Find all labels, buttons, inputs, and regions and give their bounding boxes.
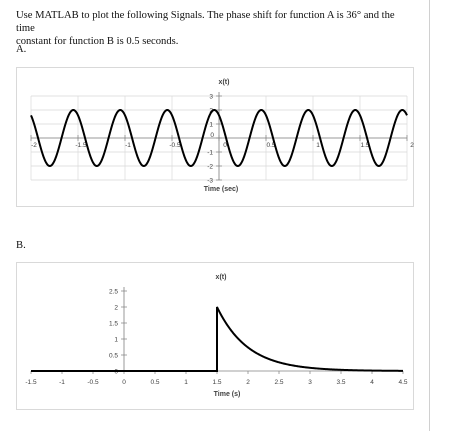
x-tick-label: 3: [308, 379, 312, 386]
x-tick-label: -1: [125, 142, 131, 149]
x-tick-label: -1.5: [75, 142, 87, 149]
problem-line-1: Use MATLAB to plot the following Signals…: [16, 10, 395, 34]
chart-b: x(t) -1.5 -1 -0.5 0 0.5 1 1.5 2 2.5 3 3.5 4 4.5 0 0.5 1 1…: [16, 262, 414, 410]
y-tick-label: 2: [114, 305, 118, 312]
chart-title: x(t): [216, 274, 227, 281]
x-tick-label: 1: [316, 142, 320, 149]
section-b-label: B.: [16, 240, 26, 251]
y-tick-label: 1: [209, 122, 213, 129]
x-tick-label: 1.5: [360, 142, 369, 149]
signal-b-line: [31, 306, 403, 372]
x-tick-label: -1: [59, 379, 65, 386]
x-tick-label: 2.5: [274, 379, 283, 386]
x-tick-label: 1: [184, 379, 188, 386]
page-border: [429, 0, 430, 431]
problem-line-2: constant for function B is 0.5 seconds.: [16, 36, 179, 47]
y-tick-label: 1.5: [109, 321, 118, 328]
x-axis-title: Time (sec): [204, 186, 239, 193]
chart-title: x(t): [219, 79, 230, 86]
x-tick-label: 3.5: [336, 379, 345, 386]
y-tick-label: 2.5: [109, 289, 118, 296]
x-tick-label: 4.5: [398, 379, 407, 386]
y-tick-label: -1: [207, 150, 213, 157]
y-tick-label: -3: [207, 178, 213, 185]
x-tick-label: 0.5: [266, 142, 275, 149]
x-tick-label: -0.5: [87, 379, 99, 386]
y-tick-label: 0.5: [109, 353, 118, 360]
x-tick-label: 0.5: [150, 379, 159, 386]
y-tick-label: -2: [207, 164, 213, 171]
section-a-label: A.: [16, 44, 27, 55]
signal-a-line: [30, 109, 408, 168]
x-tick-label: 2: [246, 379, 250, 386]
x-tick-label: 0: [223, 142, 227, 149]
problem-statement: Use MATLAB to plot the following Signals…: [16, 9, 416, 48]
x-axis-title: Time (s): [214, 391, 241, 398]
x-tick-label: -2: [31, 142, 37, 149]
y-tick-label: 0: [210, 132, 214, 139]
x-tick-label: 0: [122, 379, 126, 386]
chart-a-svg: x(t)-2 -1.5 -1 -0.5 0 0.5 1 1.5 2-3-2-10123Time …: [30, 79, 414, 193]
x-tick-label: 4: [370, 379, 374, 386]
chart-b-svg: x(t)-1.5 -1 -0.5 0 0.5 1 1.5 2 2.5 3 3.5 4 4.500.511…: [25, 274, 407, 398]
x-tick-label: -1.5: [25, 379, 37, 386]
x-tick-label: 1.5: [212, 379, 221, 386]
y-tick-label: 3: [209, 94, 213, 101]
x-tick-label: 2: [410, 142, 414, 149]
y-tick-label: 1: [114, 337, 118, 344]
chart-a: x(t) -2 -1.5 -1 -0.5 0 0.5 1 1.5 2 -3 -2 -1 0 1 2 3 Time …: [16, 67, 414, 207]
x-tick-label: -0.5: [169, 142, 181, 149]
